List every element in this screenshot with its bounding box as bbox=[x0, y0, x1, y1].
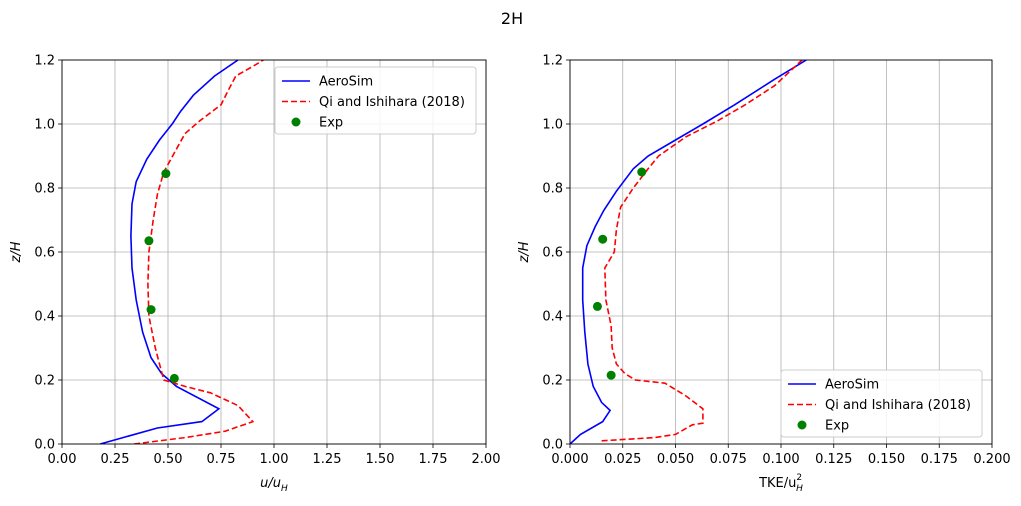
y-tick-label: 1.0 bbox=[34, 118, 55, 133]
legend: AeroSim Qi and Ishihara (2018) Exp bbox=[274, 66, 477, 135]
exp-data-point bbox=[592, 301, 602, 311]
legend: AeroSim Qi and Ishihara (2018) Exp bbox=[780, 369, 983, 438]
exp-data-point bbox=[144, 236, 154, 246]
exp-data-point bbox=[161, 169, 171, 179]
y-tick-label: 0.2 bbox=[34, 374, 55, 389]
exp-data-point bbox=[146, 305, 156, 315]
series-group bbox=[570, 60, 807, 444]
x-tick-label: 0.00 bbox=[48, 452, 77, 467]
exp-data-point bbox=[637, 167, 647, 177]
x-axis-label: u/uH bbox=[260, 476, 288, 494]
axes-frame bbox=[61, 59, 487, 445]
y-tick-label: 0.2 bbox=[542, 374, 563, 389]
legend-label: Qi and Ishihara (2018) bbox=[825, 398, 971, 413]
legend-label: AeroSim bbox=[319, 75, 373, 90]
legend-label: Exp bbox=[319, 116, 343, 131]
x-tick-label: 1.00 bbox=[260, 452, 289, 467]
y-tick-label: 0.4 bbox=[34, 310, 55, 325]
x-tick-label: 0.100 bbox=[762, 452, 799, 467]
x-axis-label-main: u/u bbox=[260, 476, 281, 491]
legend-box bbox=[274, 66, 477, 135]
chart-panel-left: 0.00 0.25 0.50 0.75 1.00 1.25 1.50 1.75 2.00 0.0 0… bbox=[9, 54, 500, 495]
x-tick-label: 0.150 bbox=[868, 452, 905, 467]
x-tick-label: 0.25 bbox=[101, 452, 130, 467]
legend-label: Exp bbox=[825, 419, 849, 434]
legend-marker-exp bbox=[291, 117, 301, 127]
figure-title: 2H bbox=[501, 9, 523, 28]
x-axis-label-sub: H bbox=[281, 484, 288, 494]
series-group bbox=[99, 60, 264, 444]
x-tick-label: 1.50 bbox=[366, 452, 395, 467]
x-tick-label: 0.200 bbox=[973, 452, 1010, 467]
x-tick-label: 0.025 bbox=[604, 452, 641, 467]
y-tick-label: 0.0 bbox=[34, 438, 55, 453]
x-tick-label: 0.50 bbox=[154, 452, 183, 467]
axes-frame bbox=[569, 59, 993, 445]
x-axis-label: TKE/u2 H bbox=[758, 473, 803, 494]
y-tick-label: 1.2 bbox=[34, 54, 55, 69]
x-tick-label: 1.75 bbox=[419, 452, 448, 467]
legend-box bbox=[780, 369, 983, 438]
y-tick-label: 0.4 bbox=[542, 310, 563, 325]
x-tick-label: 0.050 bbox=[657, 452, 694, 467]
x-tick-label: 0.075 bbox=[710, 452, 747, 467]
legend-label: AeroSim bbox=[825, 378, 879, 393]
y-tick-label: 0.6 bbox=[34, 246, 55, 261]
x-axis-label-sup: 2 bbox=[796, 473, 802, 483]
y-tick-label: 0.0 bbox=[542, 438, 563, 453]
x-tick-label: 0.175 bbox=[921, 452, 958, 467]
chart-panel-right: 0.000 0.025 0.050 0.075 0.100 0.125 0.150 0.175… bbox=[517, 54, 1011, 495]
aerosim-line bbox=[99, 60, 239, 444]
y-tick-label: 0.6 bbox=[542, 246, 563, 261]
x-tick-label: 2.00 bbox=[472, 452, 501, 467]
x-tick-label: 1.25 bbox=[313, 452, 342, 467]
x-tick-label: 0.75 bbox=[207, 452, 236, 467]
x-axis-label-main: TKE/u bbox=[758, 476, 796, 491]
x-axis-label-sub: H bbox=[796, 484, 803, 494]
legend-marker-exp bbox=[797, 420, 807, 430]
qi-ishihara-line bbox=[601, 60, 803, 442]
y-tick-label: 0.8 bbox=[34, 182, 55, 197]
exp-data-point bbox=[606, 370, 616, 380]
y-axis-label: z/H bbox=[9, 241, 24, 263]
legend-label: Qi and Ishihara (2018) bbox=[319, 95, 465, 110]
exp-data-point bbox=[598, 234, 608, 244]
aerosim-line bbox=[570, 60, 807, 444]
exp-data-point bbox=[169, 373, 179, 383]
x-tick-label: 0.125 bbox=[815, 452, 852, 467]
qi-ishihara-line bbox=[134, 60, 264, 444]
x-tick-label: 0.000 bbox=[551, 452, 588, 467]
y-tick-label: 1.2 bbox=[542, 54, 563, 69]
y-tick-label: 1.0 bbox=[542, 118, 563, 133]
y-tick-label: 0.8 bbox=[542, 182, 563, 197]
y-axis-label: z/H bbox=[517, 241, 532, 263]
